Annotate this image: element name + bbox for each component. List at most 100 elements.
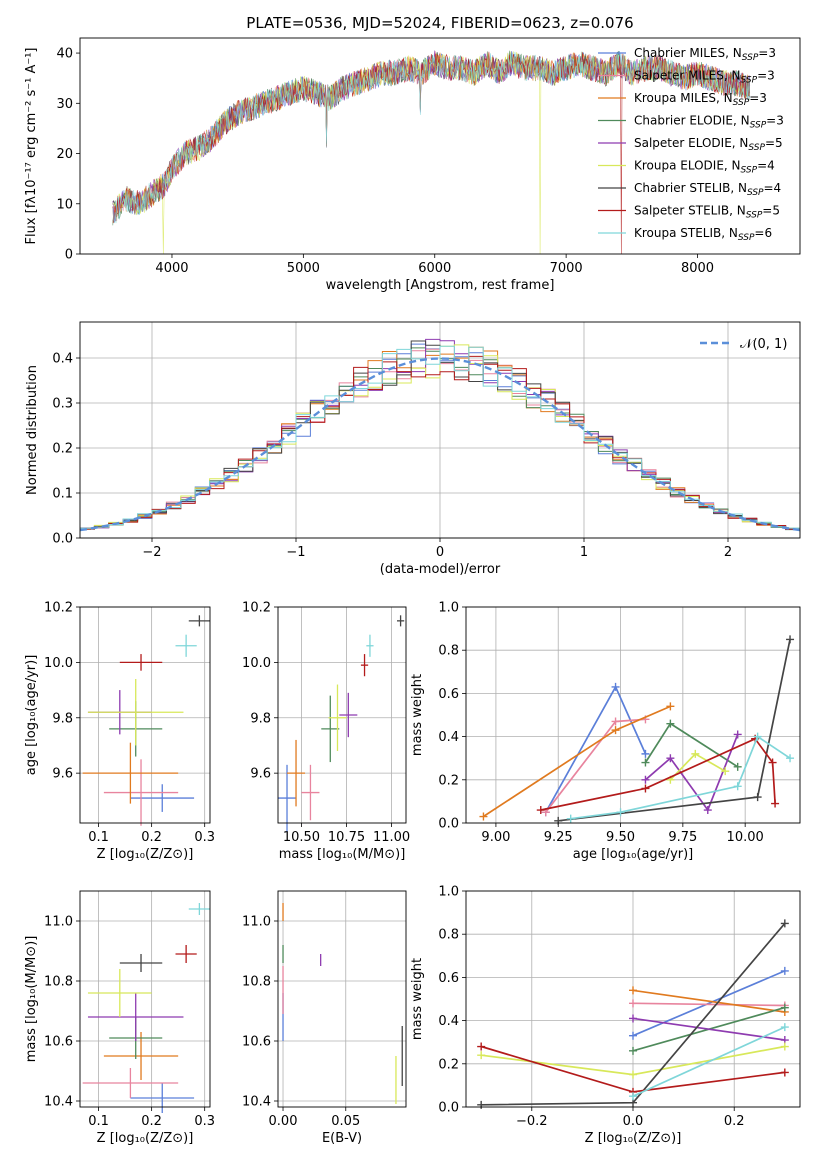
legend-label: Chabrier STELIB, NSSP=4: [634, 181, 781, 198]
hist-legend-label: 𝒩(0, 1): [740, 337, 787, 352]
spectrum-series-line: [112, 50, 751, 224]
y-tick-label: 10.4: [44, 1095, 73, 1110]
mass-weight-point-marker: [536, 806, 545, 815]
axes-frame: [79, 321, 801, 539]
x-tick-label: 0.1: [88, 830, 109, 845]
axes-mass_weight_vs_Z: −0.2 0.0 0.2 0.0 0.2 0.4 0.6 0.8 1.0 Z [log₁₀(Z/Z…: [410, 885, 800, 1146]
mass-weight-point-marker: [611, 717, 620, 726]
mass-weight-point-marker: [733, 762, 742, 771]
axes-frame: [277, 890, 407, 1108]
mass-weight-point-marker: [780, 1023, 789, 1032]
x-tick-label: 0.05: [331, 1114, 360, 1129]
mass-weight-point-marker: [641, 758, 650, 767]
mass-weight-point-marker: [566, 814, 575, 823]
y-axis-label: Normed distribution: [25, 365, 40, 495]
x-tick-label: 4000: [155, 261, 188, 276]
legend-label-tail: =5: [762, 204, 780, 218]
mass-weight-point-marker: [691, 749, 700, 758]
spectrum-lines: [112, 50, 751, 254]
x-axis-label: E(B-V): [322, 1131, 362, 1146]
axes-frame: [465, 890, 801, 1108]
x-tick-label: 2: [724, 545, 732, 560]
mass-weight-point-marker: [629, 1014, 637, 1023]
mass-weight-point-marker: [780, 919, 789, 928]
legend-label: Salpeter ELODIE, NSSP=5: [634, 136, 783, 153]
x-tick-label: 7000: [550, 261, 583, 276]
mass-weight-point-marker: [666, 719, 675, 728]
x-tick-label: 0.2: [724, 1114, 745, 1129]
mass-weight-point-marker: [641, 775, 650, 784]
axes-age_vs_Z: 0.1 0.2 0.3 9.6 9.8 10.0 10.2 Z [log₁₀(Z/Z⊙)] ag…: [24, 601, 215, 863]
mass-weight-point-marker: [479, 812, 488, 821]
mass-weight-series-line: [632, 989, 785, 1013]
legend-label: Salpeter MILES, NSSP=3: [634, 69, 775, 86]
errorbars-age_vs_Z: [82, 615, 210, 826]
y-tick-label: 20: [56, 147, 73, 162]
errorbars-age_vs_mass: [278, 615, 405, 832]
mass-weight-point-marker: [780, 1003, 789, 1012]
y-axis-label: mass weight: [410, 674, 425, 756]
mass-weight-series-line: [482, 705, 671, 818]
y-tick-label: 10.2: [44, 601, 73, 616]
y-axis-label: age [log₁₀(age/yr)]: [24, 655, 39, 776]
mass-weight-point-marker: [611, 726, 620, 735]
x-tick-label: 9.50: [606, 830, 635, 845]
y-tick-label: 0.2: [438, 773, 459, 788]
mass-weight-point-marker: [554, 816, 563, 825]
spectrum-series-line: [112, 51, 751, 254]
y-tick-label: 0.8: [438, 644, 459, 659]
y-tick-label: 0.1: [52, 487, 73, 502]
x-tick-label: 1: [580, 545, 588, 560]
mass-weight-point-marker: [780, 966, 789, 975]
axes-residuals: −2 −1 0 1 2 0.0 0.1 0.2 0.3 0.4 (data-model)/error…: [25, 322, 800, 577]
x-tick-label: 0: [436, 545, 444, 560]
x-tick-label: 0.2: [141, 830, 162, 845]
axes-frame: [465, 606, 801, 824]
y-tick-label: 10.0: [44, 656, 73, 671]
y-tick-label: 10.8: [44, 975, 73, 990]
x-tick-label: 10.00: [727, 830, 764, 845]
x-axis-label: (data-model)/error: [380, 562, 501, 577]
mass-weight-point-marker: [721, 767, 730, 776]
mass-weight-point-marker: [477, 1042, 486, 1051]
mass-weight-point-marker: [771, 799, 780, 808]
mass-weight-point-marker: [477, 1100, 486, 1109]
x-tick-label: 0.1: [88, 1114, 109, 1129]
mass-weight-point-marker: [780, 1068, 789, 1077]
y-tick-label: 10.0: [242, 656, 271, 671]
y-tick-label: 9.6: [52, 767, 73, 782]
legend-label-base: Chabrier MILES, N: [634, 46, 742, 60]
y-tick-label: 0.4: [52, 352, 73, 367]
legend-label-tail: =3: [766, 114, 784, 128]
y-tick-label: 9.6: [250, 767, 271, 782]
mass-weight-point-marker: [616, 808, 625, 817]
y-tick-label: 0.4: [438, 730, 459, 745]
x-axis-label: Z [log₁₀(Z/Z⊙)]: [585, 1131, 682, 1146]
y-tick-label: 10.6: [44, 1035, 73, 1050]
histogram-series-line: [80, 345, 800, 532]
axes-spectrum: 4000 5000 6000 7000 8000 0 10 20 30 40 wavelength …: [24, 47, 714, 293]
mass-weight-series-line: [632, 970, 786, 1037]
x-tick-label: 11.00: [373, 830, 410, 845]
mass-weight-point-marker: [629, 1070, 637, 1079]
y-tick-label: 0.3: [52, 397, 73, 412]
axes-frame: [79, 890, 211, 1108]
axes-mass_vs_Z: 0.1 0.2 0.3 10.4 10.6 10.8 11.0 Z [log₁₀(Z/Z⊙)]…: [24, 891, 215, 1146]
x-axis-label: Z [log₁₀(Z/Z⊙)]: [97, 1131, 194, 1146]
legend-label-tail: =5: [765, 136, 783, 150]
axes-frame: [79, 37, 801, 255]
x-tick-label: −2: [142, 545, 161, 560]
legend-label-tail: =4: [764, 181, 782, 195]
y-tick-label: 10.8: [242, 975, 271, 990]
mass-weight-point-marker: [753, 732, 762, 741]
x-tick-label: −0.2: [516, 1114, 548, 1129]
y-tick-label: 11.0: [242, 915, 271, 930]
legend-label: Kroupa ELODIE, NSSP=4: [634, 159, 775, 176]
legend-label-sub: SSP: [748, 143, 765, 153]
legend-label-tail: =3: [757, 69, 775, 83]
mass-weight-point-marker: [629, 986, 637, 995]
y-tick-label: 9.8: [52, 711, 73, 726]
legend-label: Kroupa STELIB, NSSP=6: [634, 226, 772, 243]
legend-label-sub: SSP: [742, 53, 759, 63]
